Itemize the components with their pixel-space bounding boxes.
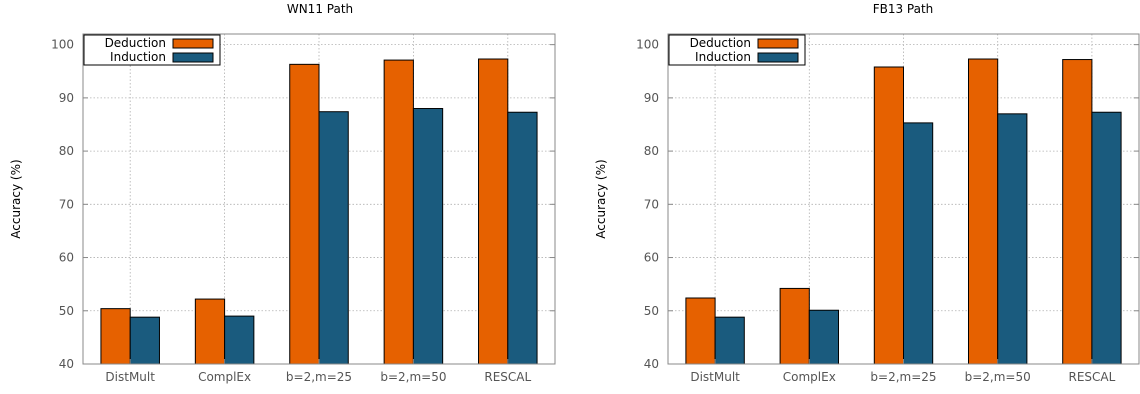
legend-swatch-induction <box>757 52 799 63</box>
bar-induction-complex <box>224 315 255 365</box>
bar-induction-distmult <box>714 316 745 365</box>
bar-deduction-b-2-m-25 <box>289 63 320 365</box>
x-tick-label: ComplEx <box>198 370 251 384</box>
x-tick-label: b=2,m=50 <box>380 370 446 384</box>
y-tick-label: 70 <box>59 197 74 211</box>
y-tick-label: 40 <box>644 357 659 371</box>
y-tick-label: 100 <box>636 38 659 52</box>
bar-deduction-b-2-m-25 <box>873 66 904 365</box>
chart-panel-2: FB13 Path Accuracy (%) 40 50 60 70 80 90 100 Dist… <box>594 2 1140 384</box>
x-tick-label: RESCAL <box>1068 370 1115 384</box>
y-tick-label: 60 <box>644 251 659 265</box>
y-tick-label: 40 <box>59 357 74 371</box>
y-axis-label: Accuracy (%) <box>594 159 608 238</box>
bar-induction-rescal <box>507 111 538 365</box>
bar-induction-complex <box>808 309 840 365</box>
plot-frame <box>82 33 556 365</box>
legend-swatch-deduction <box>172 38 214 49</box>
y-tick-label: 50 <box>59 304 74 318</box>
y-tick-label: 80 <box>644 144 659 158</box>
legend-swatch-deduction <box>757 38 799 49</box>
bar-induction-b-2-m-25 <box>318 111 349 365</box>
legend-label-induction: Induction <box>695 50 751 64</box>
legend-label-deduction: Deduction <box>105 36 166 50</box>
y-tick-label: 90 <box>59 91 74 105</box>
bar-induction-rescal <box>1091 111 1122 365</box>
legend-swatch-induction <box>172 52 214 63</box>
x-tick-label: ComplEx <box>783 370 836 384</box>
x-tick-label: b=2,m=25 <box>286 370 352 384</box>
legend-label-induction: Induction <box>110 50 166 64</box>
x-tick-label: b=2,m=25 <box>870 370 936 384</box>
bar-induction-b-2-m-50 <box>412 108 444 365</box>
y-tick-label: 80 <box>59 144 74 158</box>
legend-label-deduction: Deduction <box>690 36 751 50</box>
bar-deduction-distmult <box>685 297 716 365</box>
chart-panel-1: WN11 Path Accuracy (%) 40 50 60 70 80 90 100 Dist… <box>9 2 556 384</box>
y-tick-label: 50 <box>644 304 659 318</box>
bar-induction-distmult <box>129 316 160 365</box>
plot-frame <box>667 33 1140 365</box>
bar-deduction-rescal <box>1062 59 1093 365</box>
bar-induction-b-2-m-25 <box>903 122 934 365</box>
bar-deduction-b-2-m-50 <box>967 58 999 365</box>
chart-title: FB13 Path <box>873 2 934 16</box>
bar-deduction-distmult <box>100 308 131 365</box>
y-axis-label: Accuracy (%) <box>9 159 23 238</box>
bar-deduction-complex <box>194 298 226 365</box>
x-tick-label: DistMult <box>690 370 740 384</box>
x-tick-label: b=2,m=50 <box>965 370 1031 384</box>
x-tick-label: DistMult <box>105 370 155 384</box>
y-tick-label: 60 <box>59 251 74 265</box>
y-tick-label: 90 <box>644 91 659 105</box>
bar-deduction-b-2-m-50 <box>383 59 414 365</box>
x-tick-label: RESCAL <box>484 370 531 384</box>
bar-deduction-complex <box>779 287 810 365</box>
y-tick-label: 70 <box>644 197 659 211</box>
chart-title: WN11 Path <box>287 2 353 16</box>
bar-induction-b-2-m-50 <box>997 113 1028 365</box>
y-tick-label: 100 <box>51 38 74 52</box>
bar-deduction-rescal <box>478 58 509 365</box>
